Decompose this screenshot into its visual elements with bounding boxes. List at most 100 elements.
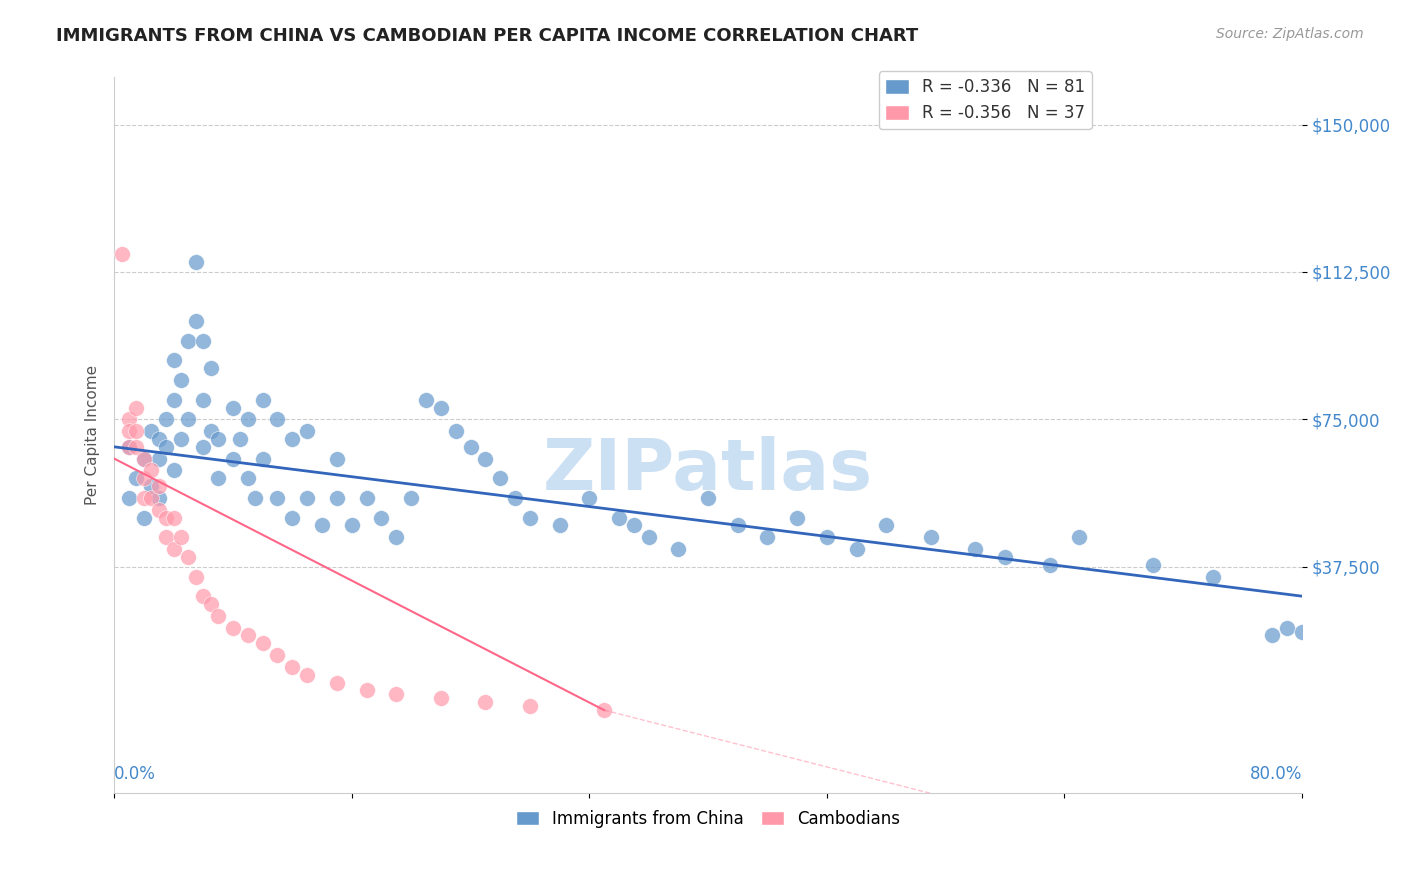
- Point: [578, 491, 600, 505]
- Point: [132, 471, 155, 485]
- Point: [607, 510, 630, 524]
- Point: [222, 451, 245, 466]
- Text: IMMIGRANTS FROM CHINA VS CAMBODIAN PER CAPITA INCOME CORRELATION CHART: IMMIGRANTS FROM CHINA VS CAMBODIAN PER C…: [56, 27, 918, 45]
- Point: [593, 703, 616, 717]
- Point: [1142, 558, 1164, 572]
- Point: [637, 530, 659, 544]
- Point: [193, 589, 215, 603]
- Point: [141, 479, 163, 493]
- Point: [170, 373, 193, 387]
- Point: [965, 541, 987, 556]
- Point: [489, 471, 512, 485]
- Point: [245, 491, 267, 505]
- Point: [460, 440, 482, 454]
- Point: [184, 569, 207, 583]
- Point: [118, 491, 141, 505]
- Point: [340, 518, 363, 533]
- Point: [155, 440, 177, 454]
- Point: [200, 361, 222, 376]
- Point: [141, 424, 163, 438]
- Point: [399, 491, 422, 505]
- Point: [1261, 628, 1284, 642]
- Point: [786, 510, 808, 524]
- Point: [1038, 558, 1060, 572]
- Point: [170, 530, 193, 544]
- Point: [326, 675, 349, 690]
- Point: [875, 518, 897, 533]
- Point: [118, 424, 141, 438]
- Point: [281, 510, 304, 524]
- Point: [132, 451, 155, 466]
- Point: [295, 667, 318, 681]
- Point: [162, 463, 184, 477]
- Point: [148, 479, 170, 493]
- Point: [155, 510, 177, 524]
- Point: [110, 247, 132, 261]
- Point: [356, 683, 378, 698]
- Point: [266, 648, 288, 662]
- Point: [1291, 624, 1313, 639]
- Point: [281, 432, 304, 446]
- Point: [155, 412, 177, 426]
- Point: [252, 392, 274, 407]
- Point: [815, 530, 838, 544]
- Point: [845, 541, 868, 556]
- Point: [236, 471, 259, 485]
- Point: [548, 518, 571, 533]
- Point: [252, 451, 274, 466]
- Point: [148, 432, 170, 446]
- Point: [281, 660, 304, 674]
- Point: [193, 440, 215, 454]
- Point: [177, 549, 200, 564]
- Point: [623, 518, 645, 533]
- Point: [727, 518, 749, 533]
- Point: [756, 530, 779, 544]
- Point: [474, 451, 496, 466]
- Point: [177, 334, 200, 348]
- Point: [125, 471, 148, 485]
- Point: [162, 353, 184, 368]
- Text: 80.0%: 80.0%: [1250, 765, 1302, 783]
- Point: [503, 491, 526, 505]
- Point: [222, 621, 245, 635]
- Point: [125, 424, 148, 438]
- Point: [1202, 569, 1225, 583]
- Point: [132, 491, 155, 505]
- Point: [118, 440, 141, 454]
- Point: [994, 549, 1017, 564]
- Point: [148, 451, 170, 466]
- Point: [519, 699, 541, 714]
- Point: [193, 334, 215, 348]
- Point: [193, 392, 215, 407]
- Point: [295, 491, 318, 505]
- Point: [920, 530, 942, 544]
- Point: [200, 424, 222, 438]
- Point: [207, 471, 229, 485]
- Point: [200, 597, 222, 611]
- Point: [162, 392, 184, 407]
- Point: [295, 424, 318, 438]
- Point: [385, 687, 408, 701]
- Point: [184, 255, 207, 269]
- Point: [474, 695, 496, 709]
- Point: [125, 440, 148, 454]
- Point: [311, 518, 333, 533]
- Point: [519, 510, 541, 524]
- Point: [162, 541, 184, 556]
- Point: [252, 636, 274, 650]
- Point: [132, 510, 155, 524]
- Point: [141, 463, 163, 477]
- Point: [266, 491, 288, 505]
- Point: [385, 530, 408, 544]
- Point: [207, 432, 229, 446]
- Legend: Immigrants from China, Cambodians: Immigrants from China, Cambodians: [509, 803, 907, 834]
- Point: [697, 491, 720, 505]
- Point: [1275, 621, 1298, 635]
- Text: ZIPatlas: ZIPatlas: [543, 436, 873, 505]
- Point: [266, 412, 288, 426]
- Point: [125, 401, 148, 415]
- Point: [222, 401, 245, 415]
- Point: [236, 412, 259, 426]
- Point: [170, 432, 193, 446]
- Point: [155, 530, 177, 544]
